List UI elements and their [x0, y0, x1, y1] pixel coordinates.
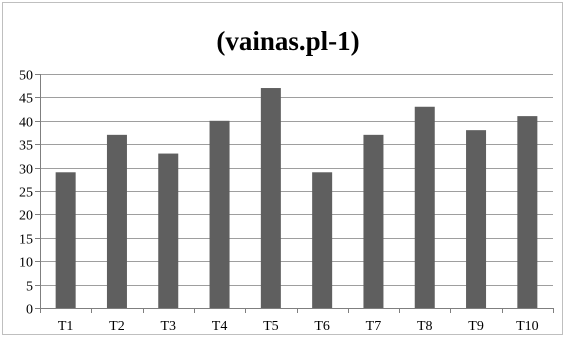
bar-t5: [260, 88, 281, 308]
y-tick-label: 10: [19, 256, 33, 271]
y-tick-label: 30: [19, 163, 33, 178]
y-tick-label: 25: [19, 186, 33, 201]
chart-title: (vainas.pl-1): [216, 26, 359, 56]
x-tick-label: T2: [109, 319, 125, 334]
x-tick-label: T8: [417, 319, 433, 334]
y-tick-label: 40: [19, 116, 33, 131]
x-tick-labels: T1 T2 T3 T4 T5 T6 T7 T8 T9 T10: [58, 319, 539, 334]
y-tick-label: 50: [19, 69, 33, 84]
x-tick-label: T4: [212, 319, 228, 334]
x-tick-label: T9: [468, 319, 484, 334]
bar-t2: [106, 134, 127, 308]
bar-t4: [209, 120, 230, 308]
bar-t1: [55, 172, 76, 308]
y-tick-label: 20: [19, 209, 33, 224]
y-tick-labels: 0 5 10 15 20 25 30 35 40 45 50: [19, 69, 33, 318]
bar-t7: [363, 134, 384, 308]
x-tick-label: T6: [314, 319, 330, 334]
bars: [55, 88, 538, 309]
bar-t3: [158, 153, 179, 308]
y-tick-label: 35: [19, 139, 33, 154]
bar-t9: [466, 130, 487, 308]
x-tick-label: T3: [160, 319, 176, 334]
bar-t8: [414, 106, 435, 308]
y-tick-label: 45: [19, 92, 33, 107]
axes: [35, 74, 554, 313]
bar-t6: [312, 172, 333, 308]
x-tick-label: T10: [516, 319, 539, 334]
bar-t10: [517, 116, 538, 309]
x-tick-label: T7: [366, 319, 382, 334]
y-tick-label: 15: [19, 233, 33, 248]
y-tick-label: 0: [26, 303, 33, 318]
x-tick-label: T1: [58, 319, 74, 334]
y-tick-label: 5: [26, 280, 33, 295]
x-tick-label: T5: [263, 319, 279, 334]
